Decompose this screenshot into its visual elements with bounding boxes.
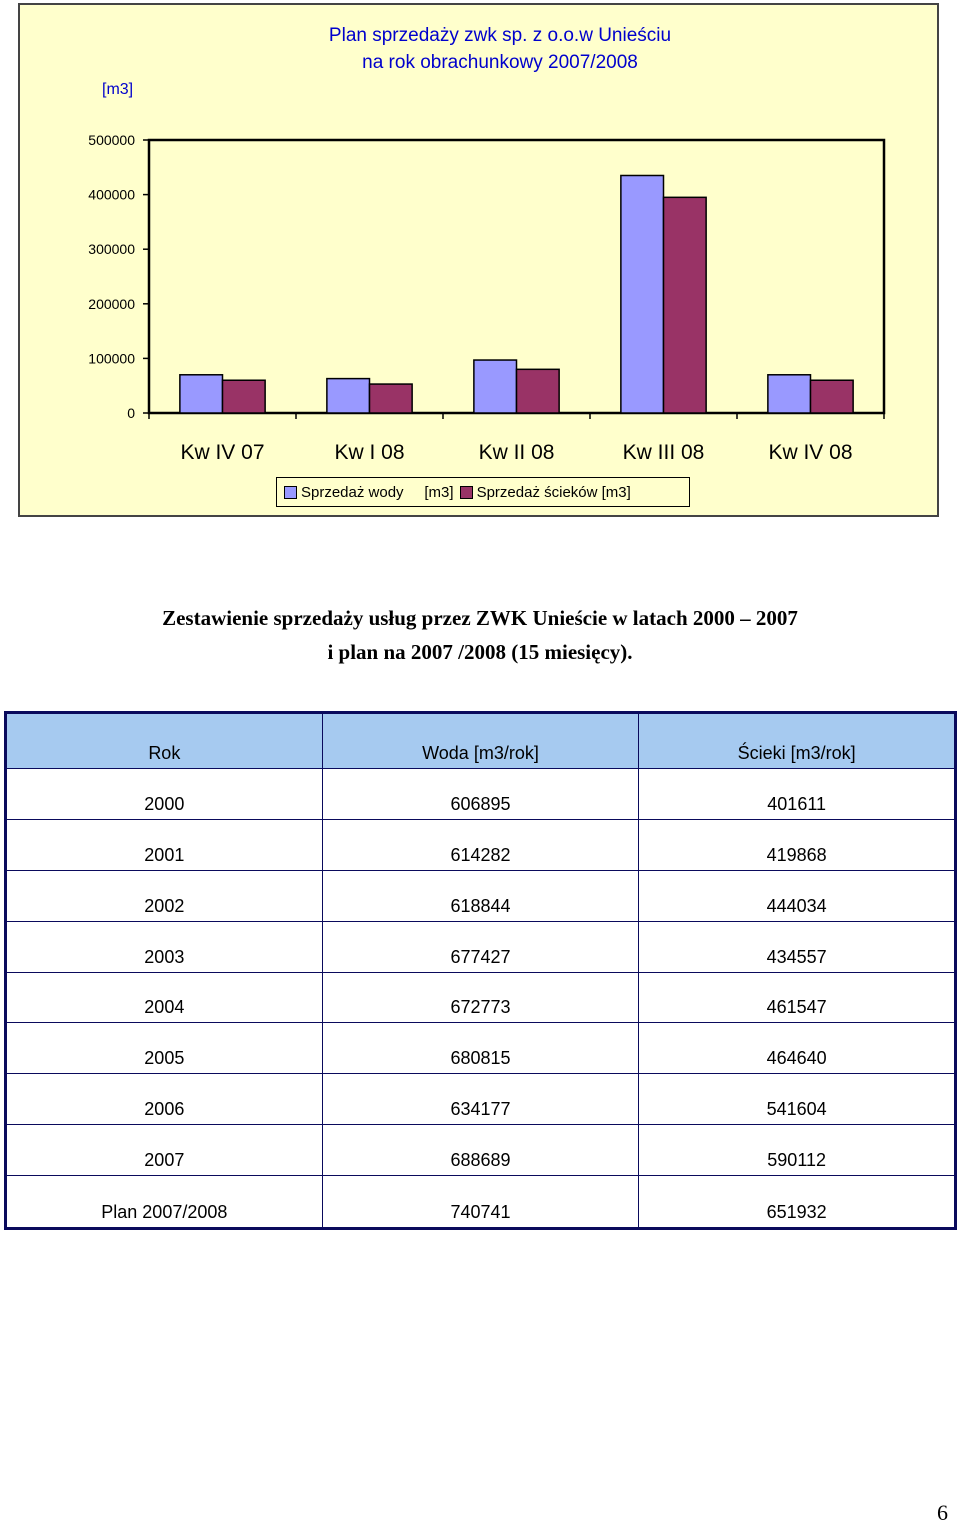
sewage-cell: 434557	[638, 920, 956, 973]
y-tick-label: 200000	[88, 296, 135, 312]
legend-item-sewage: Sprzedaż ścieków [m3]	[459, 483, 631, 501]
legend-swatch-sewage	[459, 485, 473, 499]
x-category-label: Kw II 08	[479, 441, 555, 464]
year-cell: 2000	[5, 768, 323, 820]
water-cell: 634177	[321, 1073, 640, 1126]
x-category-label: Kw IV 07	[180, 441, 264, 464]
sewage-cell: 401611	[638, 768, 956, 820]
bar-water	[326, 377, 371, 414]
table-body: 2000 606895 401611 2001 614282 419868 2002 6188…	[5, 768, 956, 1229]
table-row: 2001 614282 419868	[5, 818, 956, 871]
sewage-cell: 590112	[638, 1124, 956, 1177]
legend-label-sewage: Sprzedaż ścieków [m3]	[476, 483, 631, 501]
x-category-label: Kw III 08	[623, 441, 705, 464]
bar-water	[473, 359, 518, 414]
sewage-cell: 651932	[638, 1175, 956, 1229]
legend-label-water: Sprzedaż wody [m3]	[301, 483, 454, 501]
bar-sewage	[515, 368, 560, 414]
year-cell: 2001	[5, 818, 323, 871]
bar-chart: 0 100000 200000 300000 400000 500000 Kw IV 07 K…	[88, 132, 886, 464]
water-cell: 614282	[321, 818, 640, 871]
year-cell: Plan 2007/2008	[5, 1175, 323, 1229]
x-category-label: Kw I 08	[334, 441, 404, 464]
y-tick-label: 500000	[88, 132, 135, 148]
chart-container: 0 100000 200000 300000 400000 500000 Kw IV 07 K…	[18, 3, 939, 517]
year-cell: 2003	[5, 920, 323, 973]
table-row: 2005 680815 464640	[5, 1022, 956, 1075]
table-row: 2000 606895 401611	[5, 768, 956, 820]
bar-water	[179, 374, 224, 414]
sales-table: Rok Woda [m3/rok] Ścieki [m3/rok] 2000 60…	[4, 711, 957, 1230]
sewage-cell: 419868	[638, 818, 956, 871]
year-cell: 2007	[5, 1124, 323, 1177]
y-tick-label: 300000	[88, 241, 135, 257]
sewage-cell: 461547	[638, 971, 956, 1024]
chart-legend: Sprzedaż wody [m3] Sprzedaż ścieków [m3]	[276, 477, 690, 507]
y-tick-label: 0	[127, 405, 135, 421]
header-sewage: Ścieki [m3/rok]	[638, 712, 956, 769]
table-row: 2006 634177 541604	[5, 1073, 956, 1126]
x-category-label: Kw IV 08	[768, 441, 852, 464]
year-cell: 2005	[5, 1022, 323, 1075]
chart-title-line-2: na rok obrachunkowy 2007/2008	[362, 52, 638, 73]
water-cell: 740741	[321, 1175, 640, 1229]
chart-title-line-1: Plan sprzedaży zwk sp. z o.o.w Unieściu	[328, 25, 672, 46]
bar-water	[767, 374, 812, 414]
section-heading-line-1: Zestawienie sprzedaży usług przez ZWK Un…	[162, 606, 798, 630]
legend-item-water: Sprzedaż wody [m3]	[284, 484, 454, 501]
table-row: 2007 688689 590112	[5, 1124, 956, 1177]
table-row: 2002 618844 444034	[5, 869, 956, 922]
year-cell: 2006	[5, 1073, 323, 1126]
y-axis-unit-label: [m3]	[102, 81, 134, 98]
table-row: 2004 672773 461547	[5, 971, 956, 1024]
section-heading: Zestawienie sprzedaży usług przez ZWK Un…	[40, 601, 920, 669]
table-row: Plan 2007/2008 740741 651932	[5, 1175, 956, 1229]
table-header-row: Rok Woda [m3/rok] Ścieki [m3/rok]	[5, 712, 956, 769]
sewage-cell: 541604	[638, 1073, 956, 1126]
year-cell: 2002	[5, 869, 323, 922]
header-year: Rok	[5, 712, 323, 769]
bar-sewage	[221, 379, 266, 414]
page-number: 6	[937, 1500, 948, 1525]
water-cell: 606895	[321, 768, 640, 820]
bar-water	[620, 174, 665, 414]
section-heading-line-2: i plan na 2007 /2008 (15 miesięcy).	[327, 640, 633, 664]
y-tick-label: 400000	[88, 187, 135, 203]
sewage-cell: 464640	[638, 1022, 956, 1075]
water-cell: 672773	[321, 971, 640, 1024]
water-cell: 688689	[321, 1124, 640, 1177]
year-cell: 2004	[5, 971, 323, 1024]
legend-swatch-water	[284, 485, 297, 499]
y-tick-label: 100000	[88, 350, 135, 366]
water-cell: 677427	[321, 920, 640, 973]
bar-sewage	[368, 383, 413, 414]
sewage-cell: 444034	[638, 869, 956, 922]
bar-sewage	[809, 379, 854, 414]
water-cell: 618844	[321, 869, 640, 922]
bar-sewage	[662, 196, 707, 414]
header-water: Woda [m3/rok]	[321, 712, 640, 769]
table-row: 2003 677427 434557	[5, 920, 956, 973]
water-cell: 680815	[321, 1022, 640, 1075]
